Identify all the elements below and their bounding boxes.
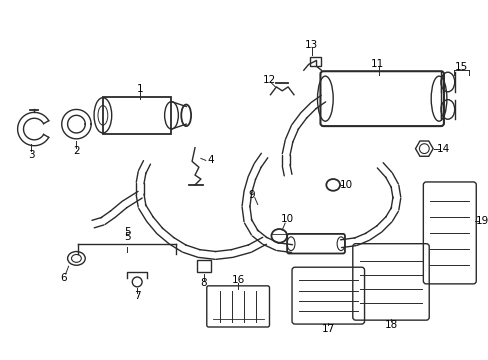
Text: 10: 10 bbox=[339, 180, 352, 190]
Bar bbox=[309, 57, 321, 66]
Text: 14: 14 bbox=[436, 144, 449, 154]
Text: 18: 18 bbox=[384, 320, 397, 330]
Bar bbox=[197, 260, 210, 272]
Text: 11: 11 bbox=[370, 59, 383, 69]
Text: 13: 13 bbox=[305, 40, 318, 50]
Text: 19: 19 bbox=[474, 216, 488, 226]
Text: 9: 9 bbox=[248, 190, 255, 200]
Text: 16: 16 bbox=[231, 275, 244, 285]
Text: 10: 10 bbox=[280, 214, 293, 224]
Text: 3: 3 bbox=[28, 150, 35, 161]
Text: 8: 8 bbox=[200, 278, 207, 288]
Text: 15: 15 bbox=[454, 62, 467, 72]
Bar bbox=[102, 97, 171, 134]
Text: 6: 6 bbox=[60, 273, 67, 283]
Text: 17: 17 bbox=[321, 324, 334, 334]
Text: 7: 7 bbox=[134, 291, 140, 301]
Text: 12: 12 bbox=[263, 75, 276, 85]
Text: 2: 2 bbox=[73, 145, 80, 156]
Text: 1: 1 bbox=[137, 84, 143, 94]
Text: 4: 4 bbox=[207, 156, 214, 165]
Text: 5: 5 bbox=[124, 227, 130, 237]
Text: 5: 5 bbox=[124, 232, 130, 242]
